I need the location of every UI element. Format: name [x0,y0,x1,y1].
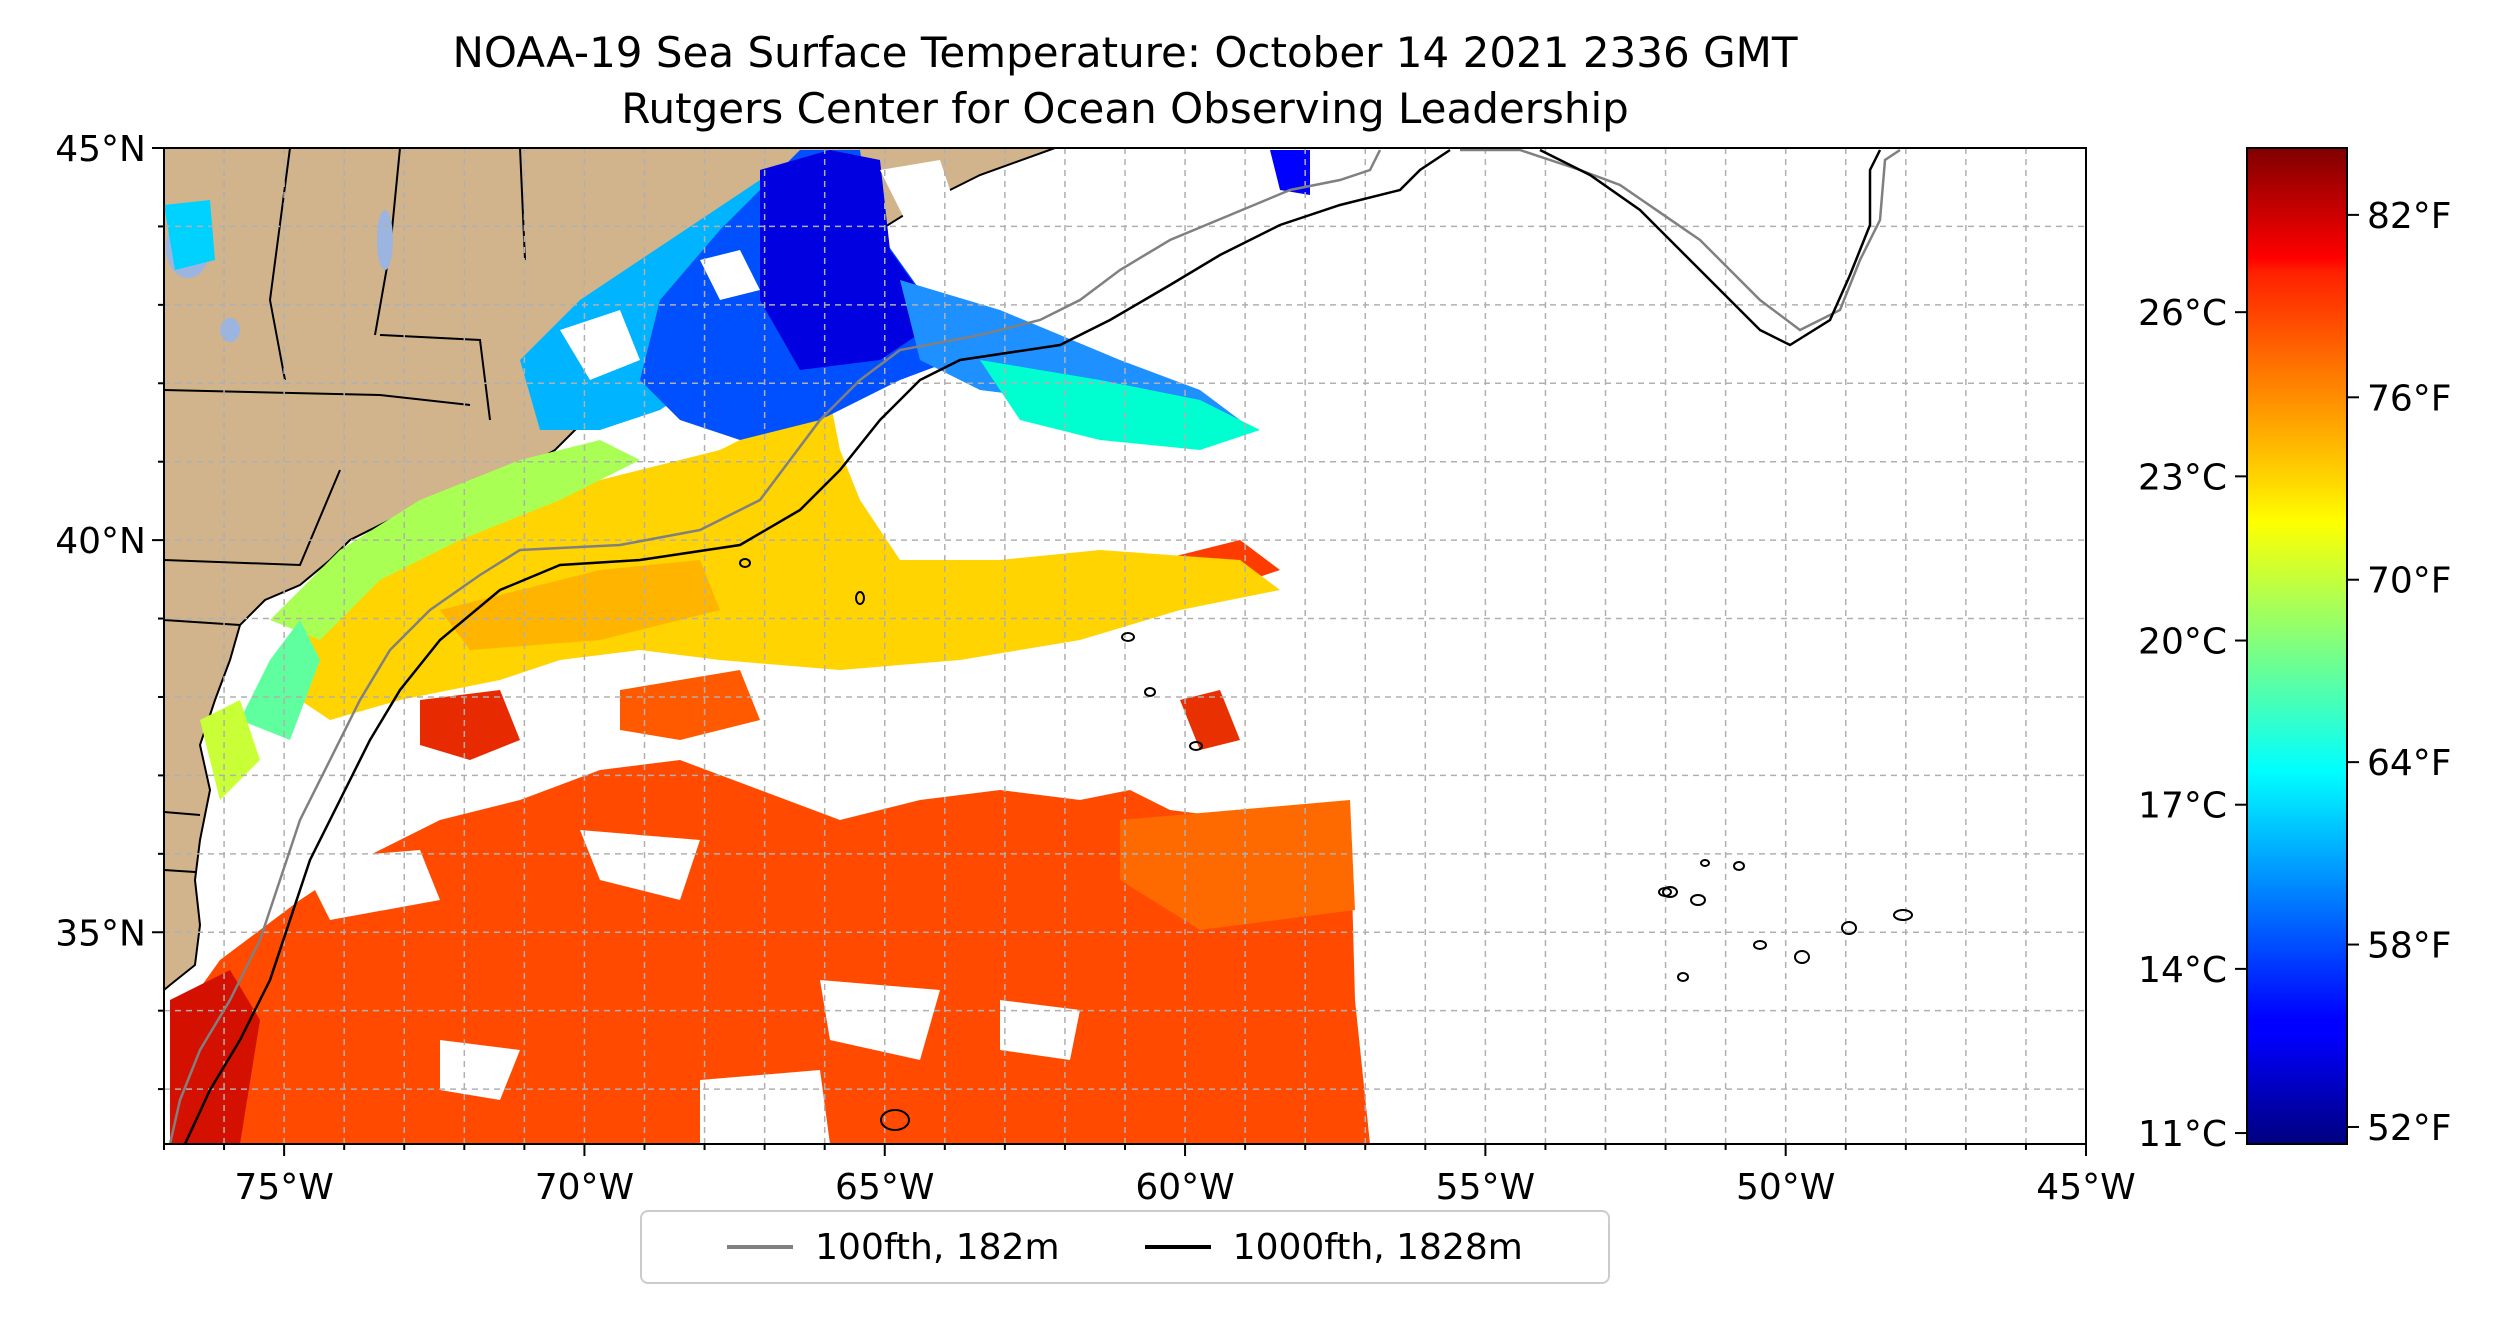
colorbar-f-label: 52°F [2367,1108,2452,1149]
colorbar [2246,147,2348,1145]
legend-item-100fth: 100fth, 182m [727,1226,1060,1268]
lat-tick-label: 45°N [55,129,146,170]
map-subtitle: Rutgers Center for Ocean Observing Leade… [621,84,1629,133]
colorbar-celsius-axis: 11°C 14°C 17°C 20°C 23°C 26°C [2138,293,2247,1155]
colorbar-fahrenheit-axis: 52°F 58°F 64°F 70°F 76°F 82°F [2347,196,2452,1149]
legend-swatch-black [1144,1245,1211,1249]
sst-data [164,150,1370,1144]
isobath-100fth-offshore [1460,148,1901,332]
colorbar-c-label: 20°C [2138,622,2227,663]
map-title: NOAA-19 Sea Surface Temperature: October… [452,28,1798,77]
seamounts [739,558,1913,1131]
colorbar-f-label: 70°F [2367,561,2452,602]
map-panel [164,148,2086,1144]
gridlines [164,148,2086,1144]
lon-tick-label: 65°W [835,1167,934,1208]
lat-tick-label: 40°N [55,521,146,562]
colorbar-f-label: 76°F [2367,378,2452,419]
lon-tick-label: 75°W [234,1167,333,1208]
isobath-1000fth-offshore [1539,148,1882,347]
lon-tick-label: 70°W [535,1167,634,1208]
lat-tick-label: 35°N [55,913,146,954]
lon-tick-label: 55°W [1436,1167,1535,1208]
lon-tick-label: 50°W [1736,1167,1835,1208]
legend-item-1000fth: 1000fth, 1828m [1144,1226,1523,1268]
colorbar-c-label: 17°C [2138,786,2227,827]
latitude-axis: 35°N 40°N 45°N [55,129,164,1091]
lon-tick-label: 60°W [1135,1167,1234,1208]
colorbar-f-label: 58°F [2367,926,2452,967]
colorbar-f-label: 82°F [2367,196,2452,237]
isobath-100fth [168,149,1382,1144]
colorbar-c-label: 11°C [2138,1114,2227,1155]
colorbar-c-label: 23°C [2138,457,2227,498]
legend-swatch-gray [727,1245,794,1249]
colorbar-c-label: 26°C [2138,293,2227,334]
state-borders [164,148,526,873]
colorbar-c-label: 14°C [2138,950,2227,991]
legend-label-100fth: 100fth, 182m [815,1226,1060,1268]
isobath-1000fth [183,148,1451,1144]
legend: 100fth, 182m 1000fth, 1828m [640,1210,1610,1284]
colorbar-f-label: 64°F [2367,743,2452,784]
lon-tick-label: 45°W [2036,1167,2135,1208]
longitude-axis: 75°W 70°W 65°W 60°W 55°W 50°W 45°W [163,1144,2136,1208]
legend-label-1000fth: 1000fth, 1828m [1232,1226,1523,1268]
